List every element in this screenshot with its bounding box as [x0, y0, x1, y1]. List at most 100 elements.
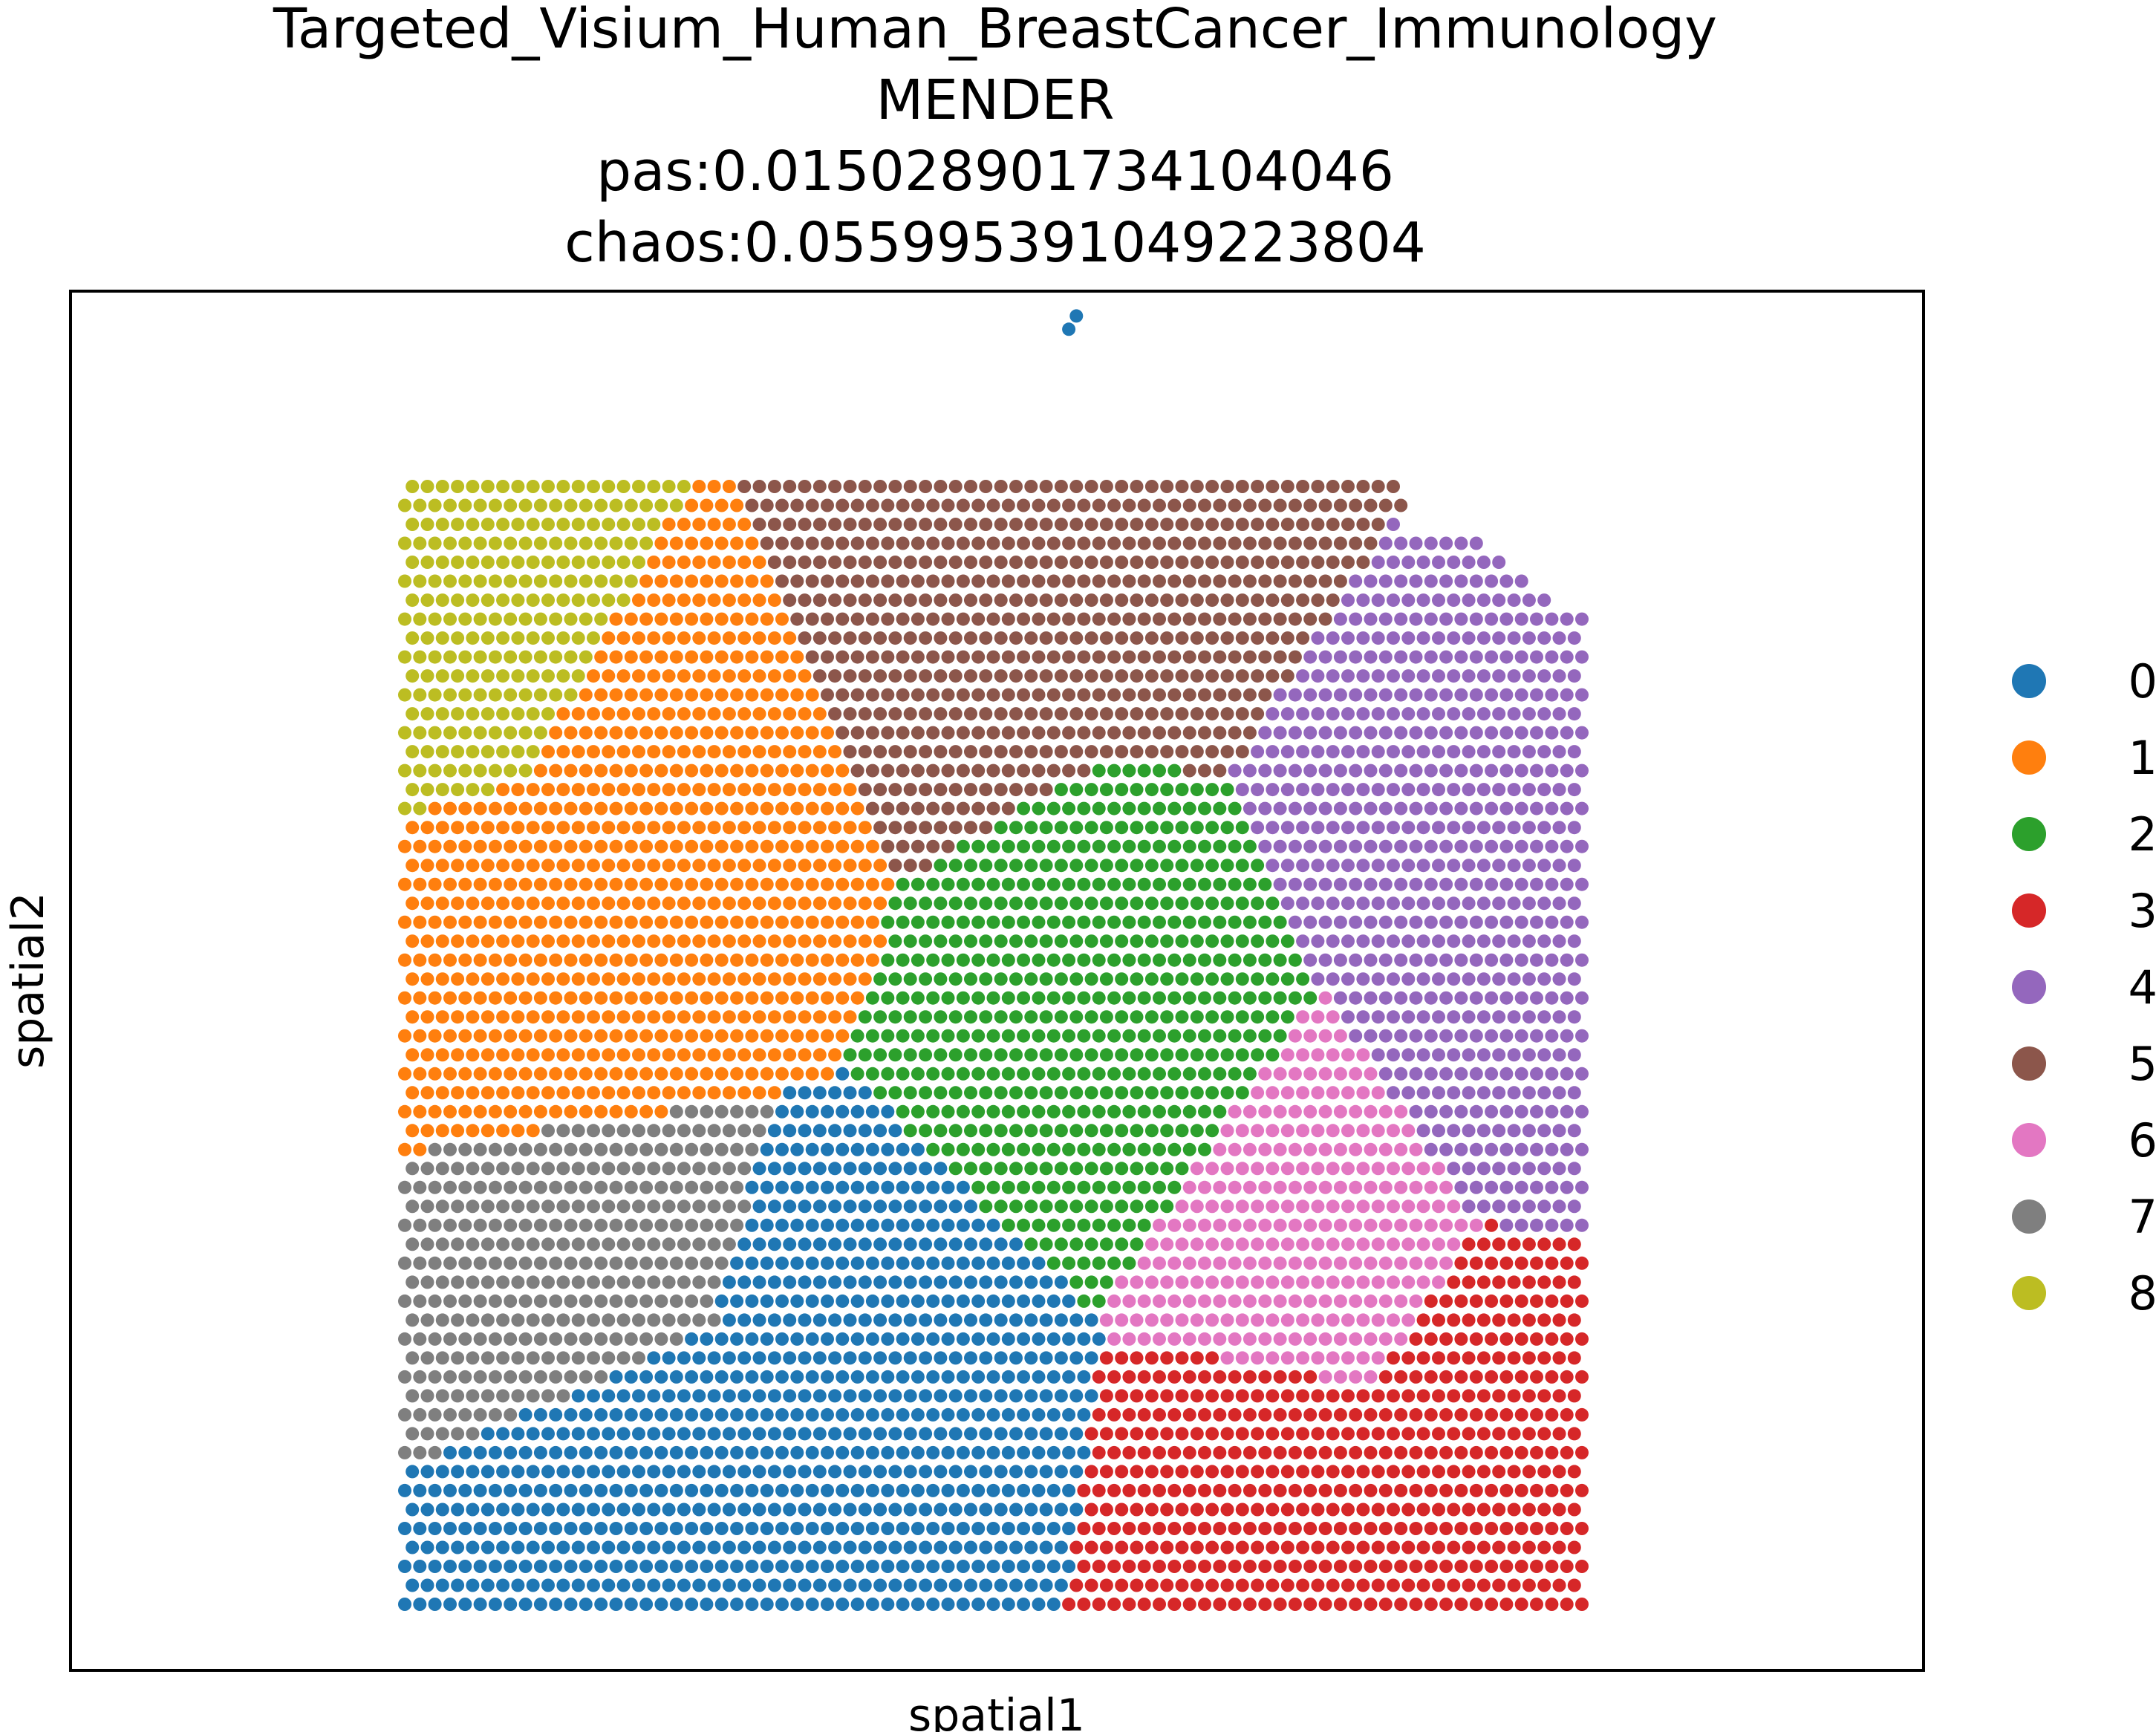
- spot-cluster-0: [435, 1465, 449, 1479]
- spot-cluster-4: [1492, 783, 1506, 797]
- spot-cluster-3: [1288, 1598, 1302, 1611]
- spot-cluster-4: [1394, 915, 1408, 929]
- spot-cluster-1: [722, 783, 736, 797]
- spot-cluster-2: [971, 953, 986, 967]
- spot-cluster-5: [911, 612, 925, 626]
- spot-cluster-1: [677, 934, 691, 948]
- spot-cluster-5: [1062, 726, 1076, 740]
- spot-cluster-5: [790, 612, 804, 626]
- spot-cluster-7: [504, 1370, 518, 1384]
- spot-cluster-4: [1476, 556, 1491, 569]
- spot-cluster-1: [435, 972, 449, 986]
- spot-cluster-1: [752, 972, 766, 986]
- spot-cluster-5: [843, 707, 857, 721]
- spot-cluster-5: [1137, 726, 1151, 740]
- spot-cluster-1: [639, 1067, 654, 1081]
- spot-cluster-0: [775, 1407, 789, 1422]
- spot-cluster-5: [1160, 669, 1174, 683]
- spot-cluster-5: [971, 726, 986, 740]
- spot-cluster-2: [1099, 1124, 1113, 1138]
- spot-cluster-0: [919, 1427, 933, 1441]
- spot-cluster-6: [1371, 1162, 1385, 1176]
- spot-cluster-1: [798, 896, 812, 911]
- spot-cluster-0: [941, 1560, 955, 1573]
- spot-cluster-1: [843, 934, 857, 948]
- spot-cluster-4: [1522, 934, 1536, 948]
- spot-cluster-2: [1130, 1199, 1144, 1214]
- spot-cluster-3: [1394, 1370, 1408, 1384]
- spot-cluster-4: [1349, 650, 1363, 664]
- spot-cluster-0: [971, 1332, 986, 1346]
- spot-cluster-0: [858, 1578, 872, 1592]
- spot-cluster-0: [971, 1560, 986, 1573]
- spot-cluster-3: [1447, 1503, 1461, 1517]
- spot-cluster-4: [1462, 972, 1476, 986]
- spot-cluster-1: [677, 631, 691, 645]
- spot-cluster-7: [435, 1237, 449, 1251]
- spot-cluster-2: [911, 877, 925, 891]
- spot-cluster-0: [571, 1503, 585, 1517]
- spot-cluster-1: [458, 915, 472, 929]
- spot-cluster-2: [1084, 1048, 1098, 1062]
- spot-cluster-5: [941, 764, 955, 778]
- spot-cluster-2: [1144, 1010, 1159, 1024]
- spot-cluster-2: [1175, 972, 1189, 986]
- spot-cluster-3: [1499, 1407, 1514, 1422]
- spot-cluster-3: [1228, 1560, 1242, 1573]
- spot-cluster-8: [549, 688, 563, 702]
- spot-cluster-6: [1394, 1180, 1408, 1194]
- spot-cluster-5: [896, 726, 910, 740]
- spot-cluster-5: [1235, 707, 1249, 721]
- spot-cluster-5: [1205, 745, 1219, 759]
- spot-cluster-6: [1251, 1313, 1265, 1327]
- spot-cluster-4: [1530, 953, 1543, 967]
- spot-cluster-2: [964, 972, 977, 986]
- spot-cluster-6: [1144, 1313, 1159, 1327]
- spot-cluster-6: [1439, 1180, 1453, 1194]
- spot-cluster-1: [594, 650, 608, 664]
- spot-cluster-1: [526, 1124, 540, 1138]
- spot-cluster-0: [533, 1445, 547, 1459]
- spot-cluster-3: [1084, 1465, 1098, 1479]
- spot-cluster-5: [888, 859, 902, 873]
- spot-cluster-5: [1198, 498, 1211, 512]
- spot-cluster-1: [730, 574, 744, 588]
- spot-cluster-7: [511, 1389, 525, 1403]
- spot-cluster-4: [1507, 1048, 1521, 1062]
- spot-cluster-7: [511, 1199, 525, 1214]
- spot-cluster-4: [1492, 1048, 1506, 1062]
- spot-cluster-7: [458, 1332, 472, 1346]
- spot-cluster-1: [511, 934, 525, 948]
- spot-cluster-0: [783, 1389, 797, 1403]
- spot-cluster-8: [443, 498, 457, 512]
- spot-cluster-1: [812, 707, 827, 721]
- spot-cluster-7: [466, 1313, 480, 1327]
- spot-cluster-0: [1046, 1332, 1061, 1346]
- spot-cluster-7: [420, 1389, 434, 1403]
- spot-cluster-7: [549, 1218, 563, 1232]
- spot-cluster-2: [1092, 1067, 1106, 1081]
- spot-cluster-2: [1099, 934, 1113, 948]
- spot-cluster-7: [435, 1162, 449, 1176]
- spot-cluster-3: [1371, 1427, 1385, 1441]
- spot-cluster-2: [1077, 1256, 1091, 1270]
- spot-cluster-4: [1341, 821, 1355, 835]
- spot-cluster-1: [616, 783, 631, 797]
- spot-cluster-2: [994, 896, 1008, 911]
- spot-cluster-8: [420, 593, 434, 608]
- spot-cluster-1: [466, 1124, 480, 1138]
- spot-cluster-5: [1054, 480, 1068, 493]
- spot-cluster-0: [828, 1275, 842, 1289]
- spot-cluster-1: [700, 726, 714, 740]
- spot-cluster-0: [850, 1445, 864, 1459]
- spot-cluster-6: [1198, 1180, 1211, 1194]
- spot-cluster-8: [428, 764, 442, 778]
- spot-cluster-2: [1024, 859, 1038, 873]
- spot-cluster-1: [760, 688, 774, 702]
- spot-cluster-3: [1115, 1578, 1129, 1592]
- spot-cluster-5: [1062, 650, 1076, 664]
- spot-cluster-1: [685, 650, 699, 664]
- spot-cluster-1: [821, 915, 834, 929]
- spot-cluster-2: [1251, 859, 1265, 873]
- spot-cluster-5: [836, 498, 850, 512]
